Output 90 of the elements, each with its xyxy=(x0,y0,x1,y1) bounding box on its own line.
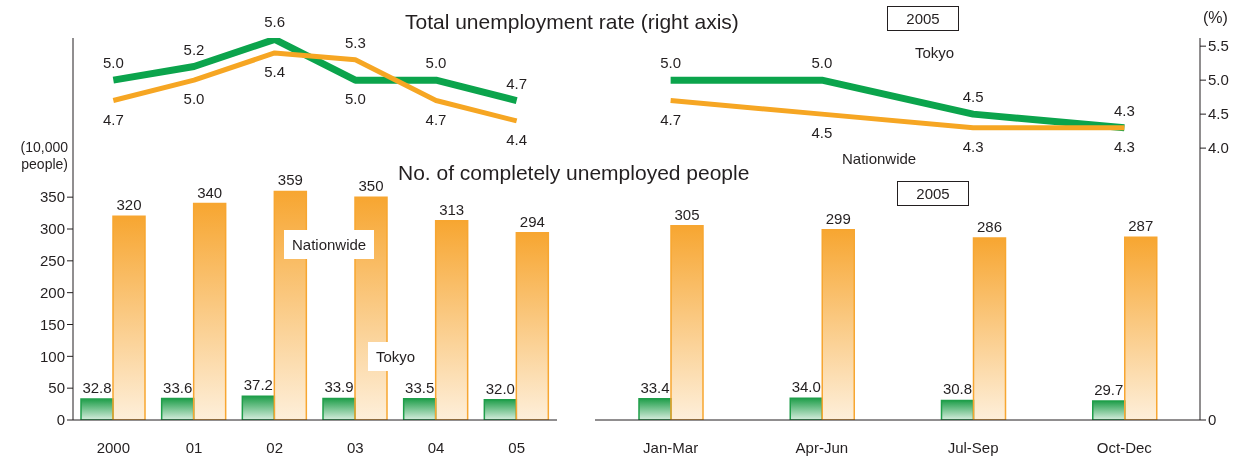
y2-tick-label: 4.5 xyxy=(1208,105,1229,123)
bar xyxy=(483,398,518,420)
data-label: 4.7 xyxy=(660,110,682,128)
bar xyxy=(160,397,195,420)
annotation: 2005 xyxy=(897,181,969,206)
data-label: 37.2 xyxy=(243,376,273,394)
x-tick-label: 04 xyxy=(427,438,445,456)
x-tick-label: Jan-Mar xyxy=(643,438,699,456)
data-label: 33.9 xyxy=(324,378,354,396)
data-label: 4.5 xyxy=(811,124,833,142)
text: Tokyo xyxy=(368,342,424,371)
y-tick-label: 50 xyxy=(48,379,65,397)
bar xyxy=(241,395,276,420)
y2-tick-label: 0 xyxy=(1208,411,1217,429)
data-label: 29.7 xyxy=(1094,381,1124,399)
y-tick-label: 100 xyxy=(39,347,65,365)
data-label: 4.7 xyxy=(425,110,447,128)
data-label: 33.4 xyxy=(640,378,670,396)
x-tick-label: 03 xyxy=(346,438,364,456)
data-label: 5.0 xyxy=(183,90,205,108)
y2-tick-label: 5.0 xyxy=(1208,71,1229,89)
y-tick-label: 350 xyxy=(39,188,65,206)
y-tick-label: 150 xyxy=(39,315,65,333)
bar xyxy=(112,215,146,420)
data-label: 287 xyxy=(1128,217,1154,235)
data-label: 5.2 xyxy=(183,40,205,58)
bar xyxy=(192,202,227,420)
data-label: 5.0 xyxy=(102,54,124,72)
data-label: 313 xyxy=(439,200,465,218)
data-label: 33.6 xyxy=(163,378,193,396)
bar xyxy=(434,219,469,420)
series-label: Nationwide xyxy=(284,230,375,259)
data-label: 4.3 xyxy=(1113,137,1135,155)
x-tick-label: 02 xyxy=(266,438,284,456)
data-label: 5.4 xyxy=(264,62,286,80)
data-label: 320 xyxy=(116,196,142,214)
data-label: 286 xyxy=(976,217,1003,235)
bar xyxy=(670,225,704,420)
data-label: 5.0 xyxy=(660,54,682,72)
bar xyxy=(515,232,550,420)
data-label: 340 xyxy=(197,183,223,201)
text: 2005 xyxy=(887,6,959,31)
x-tick-label: Oct-Dec xyxy=(1096,438,1153,456)
data-label: 359 xyxy=(277,171,303,189)
data-label: 32.8 xyxy=(82,379,112,397)
data-label: 294 xyxy=(519,212,545,230)
y2-tick-label: 5.5 xyxy=(1208,37,1229,55)
x-tick-label: Jul-Sep xyxy=(947,438,999,456)
data-label: 5.0 xyxy=(344,90,366,108)
series-label: Nationwide xyxy=(842,150,917,167)
chart-title: Total unemployment rate (right axis) xyxy=(405,10,739,34)
text: No. of completely unemployed people xyxy=(398,161,750,185)
data-label: 4.7 xyxy=(506,74,528,92)
y-tick-label: 0 xyxy=(56,411,65,429)
data-label: 32.0 xyxy=(485,379,515,397)
data-label: 4.4 xyxy=(506,130,528,148)
data-label: 34.0 xyxy=(791,378,821,396)
bar xyxy=(972,237,1007,420)
data-label: 4.7 xyxy=(102,110,124,128)
y2-axis-title: (%) xyxy=(1203,9,1228,27)
data-label: 5.3 xyxy=(344,33,366,51)
data-label: 33.5 xyxy=(405,378,435,396)
x-tick-label: 01 xyxy=(185,438,203,456)
data-label: 5.6 xyxy=(264,13,286,31)
data-label: 4.3 xyxy=(962,137,984,155)
data-label: 4.5 xyxy=(962,88,984,106)
y-tick-label: 250 xyxy=(39,252,65,270)
y-tick-label: 200 xyxy=(39,283,65,301)
y2-tick-label: 4.0 xyxy=(1208,139,1229,157)
bar xyxy=(80,398,114,420)
bar xyxy=(1124,236,1158,420)
bar xyxy=(789,397,823,420)
data-label: 4.3 xyxy=(1113,101,1135,119)
data-label: 299 xyxy=(825,209,851,227)
x-tick-label: 05 xyxy=(508,438,526,456)
bar xyxy=(1092,400,1126,420)
data-label: 5.0 xyxy=(811,54,833,72)
y-axis-title: (10,000 people) xyxy=(19,139,68,173)
bar xyxy=(821,228,855,420)
data-label: 5.0 xyxy=(425,54,447,72)
bar xyxy=(322,397,356,420)
data-label: 350 xyxy=(358,177,384,195)
bar xyxy=(638,397,672,420)
text: Tokyo xyxy=(915,44,955,61)
x-tick-label: 2000 xyxy=(96,438,131,456)
x-tick-label: Apr-Jun xyxy=(795,438,849,456)
bar xyxy=(402,397,437,420)
y-tick-label: 300 xyxy=(39,220,65,238)
data-label: 305 xyxy=(674,205,700,223)
data-label: 30.8 xyxy=(942,380,973,398)
